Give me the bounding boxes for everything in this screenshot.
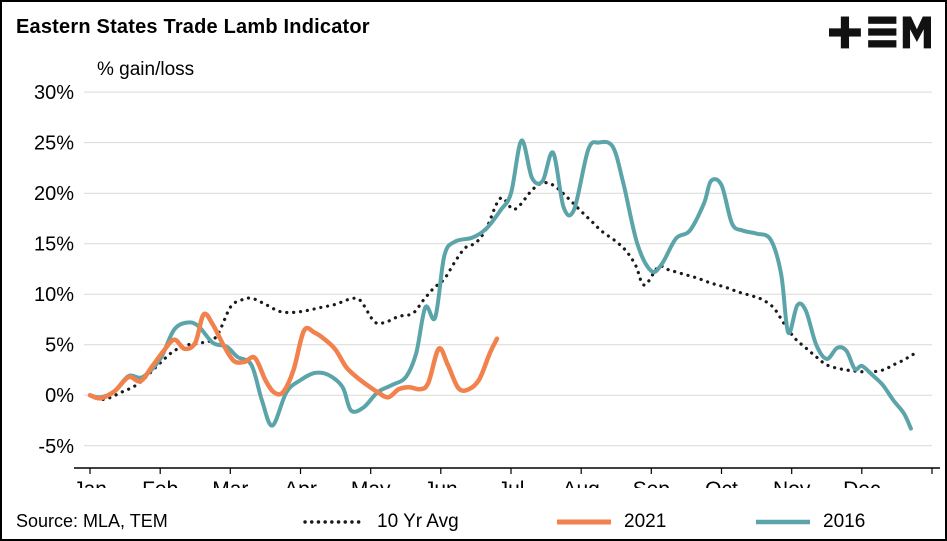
svg-text:May: May	[351, 478, 391, 488]
svg-text:Jul: Jul	[498, 478, 525, 488]
legend-item-2016: 2016	[754, 511, 865, 533]
source-note: Source: MLA, TEM	[16, 511, 168, 531]
legend-label-10yr-avg: 10 Yr Avg	[377, 511, 459, 532]
svg-text:30%: 30%	[34, 82, 74, 104]
svg-text:-5%: -5%	[38, 436, 74, 458]
svg-text:Sep: Sep	[633, 478, 670, 488]
legend-sample-1	[557, 519, 611, 525]
y-axis-unit-label: % gain/loss	[97, 59, 195, 80]
svg-text:Mar: Mar	[212, 478, 248, 488]
svg-text:0%: 0%	[45, 385, 74, 407]
svg-text:Nov: Nov	[773, 478, 811, 488]
svg-text:Dec: Dec	[843, 478, 880, 488]
chart-title: Eastern States Trade Lamb Indicator	[16, 16, 370, 38]
chart-canvas: -5% 0% 5% 10% 15% 20% 25% 30% Jan Feb Mar Apr May Jun…	[34, 82, 940, 488]
svg-text:25%: 25%	[34, 133, 74, 155]
svg-text:Feb: Feb	[142, 478, 178, 488]
svg-text:20%: 20%	[34, 183, 74, 205]
svg-text:5%: 5%	[45, 335, 74, 357]
legend-item-2021: 2021	[555, 511, 666, 533]
tem-logo	[829, 12, 931, 57]
svg-text:15%: 15%	[34, 234, 74, 256]
legend-label-2016: 2016	[823, 511, 866, 532]
svg-text:Aug: Aug	[563, 478, 600, 488]
tem-logo-glyphs	[829, 16, 931, 49]
svg-text:Oct: Oct	[705, 478, 738, 488]
chart-footer: Source: MLA, TEM 10 Yr Avg 2021 2016	[2, 508, 945, 538]
svg-text:10%: 10%	[34, 284, 74, 306]
legend-sample-2	[756, 519, 810, 525]
legend-sample-0	[303, 520, 365, 524]
legend-item-10yr-avg: 10 Yr Avg	[302, 511, 459, 533]
svg-text:Jan: Jan	[73, 478, 107, 488]
legend-label-2021: 2021	[624, 511, 667, 532]
svg-text:Jun: Jun	[424, 478, 458, 488]
svg-text:Apr: Apr	[284, 478, 317, 488]
